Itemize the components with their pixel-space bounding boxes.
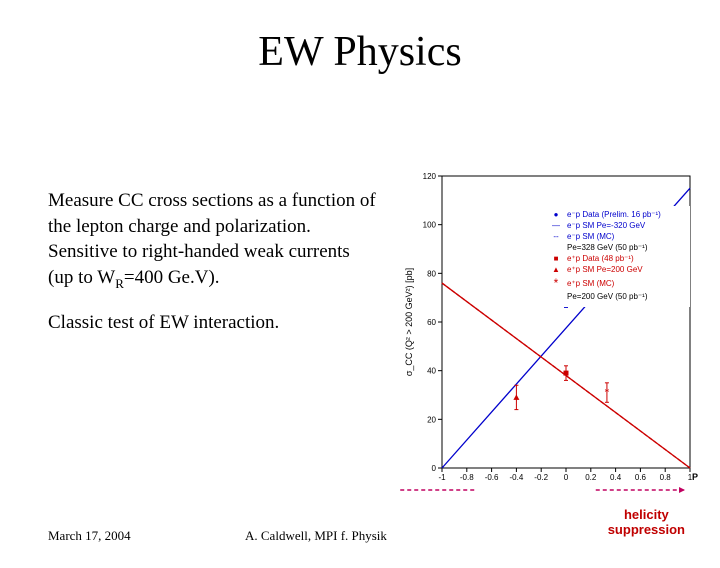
svg-text:P: P xyxy=(692,472,698,482)
svg-text:*: * xyxy=(604,388,609,399)
legend-label: Pe=328 GeV (50 pb⁻¹) xyxy=(567,243,648,252)
paragraph-1: Measure CC cross sections as a function … xyxy=(48,188,378,292)
svg-text:0: 0 xyxy=(564,473,569,482)
helicity-word2: suppression xyxy=(608,522,685,537)
legend-item: ▲ e⁺p SM Pe=200 GeV xyxy=(549,265,686,274)
svg-text:-0.6: -0.6 xyxy=(485,473,499,482)
legend-item: Pe=328 GeV (50 pb⁻¹) xyxy=(549,243,686,252)
svg-text:0.2: 0.2 xyxy=(585,473,597,482)
legend-label: e⁻p SM Pe=-320 GeV xyxy=(567,221,645,230)
legend-marker: * xyxy=(549,276,563,290)
svg-text:100: 100 xyxy=(423,221,437,230)
svg-text:20: 20 xyxy=(427,415,436,424)
svg-text:40: 40 xyxy=(427,367,436,376)
legend-label: e⁺p Data (48 pb⁻¹) xyxy=(567,254,634,263)
legend-label: e⁻p SM (MC) xyxy=(567,232,614,241)
chart-legend: ● e⁻p Data (Prelim. 16 pb⁻¹) — e⁻p SM Pe=-3… xyxy=(545,206,690,307)
para1-sub: R xyxy=(115,276,124,291)
legend-marker: ▲ xyxy=(549,265,563,274)
svg-text:0.8: 0.8 xyxy=(660,473,672,482)
svg-text:60: 60 xyxy=(427,318,436,327)
svg-text:0: 0 xyxy=(432,464,437,473)
legend-marker: ● xyxy=(549,210,563,219)
svg-text:0.6: 0.6 xyxy=(635,473,647,482)
legend-marker: -- xyxy=(549,232,563,241)
legend-label: e⁺p SM Pe=200 GeV xyxy=(567,265,643,274)
svg-text:120: 120 xyxy=(423,172,437,181)
legend-label: e⁻p Data (Prelim. 16 pb⁻¹) xyxy=(567,210,661,219)
legend-item: -- e⁻p SM (MC) xyxy=(549,232,686,241)
para1-b: =400 Ge.V). xyxy=(124,267,220,288)
legend-item: ● e⁻p Data (Prelim. 16 pb⁻¹) xyxy=(549,210,686,219)
legend-marker: — xyxy=(549,221,563,230)
legend-item: Pe=200 GeV (50 pb⁻¹) xyxy=(549,292,686,301)
body-text: Measure CC cross sections as a function … xyxy=(48,188,378,336)
svg-text:-0.4: -0.4 xyxy=(510,473,524,482)
legend-item: ■ e⁺p Data (48 pb⁻¹) xyxy=(549,254,686,263)
page-title: EW Physics xyxy=(0,28,720,76)
legend-label: e⁺p SM (MC) xyxy=(567,279,614,288)
svg-text:0.4: 0.4 xyxy=(610,473,622,482)
paragraph-2: Classic test of EW interaction. xyxy=(48,310,378,336)
legend-marker: ■ xyxy=(549,254,563,263)
legend-item: * e⁺p SM (MC) xyxy=(549,276,686,290)
footer-author: A. Caldwell, MPI f. Physik xyxy=(245,528,387,544)
legend-label: Pe=200 GeV (50 pb⁻¹) xyxy=(567,292,648,301)
svg-text:-0.2: -0.2 xyxy=(534,473,548,482)
svg-text:80: 80 xyxy=(427,269,436,278)
svg-text:σ_CC (Q² > 200 GeV²) [pb]: σ_CC (Q² > 200 GeV²) [pb] xyxy=(404,268,414,376)
footer-date: March 17, 2004 xyxy=(48,528,131,544)
svg-text:-0.8: -0.8 xyxy=(460,473,474,482)
svg-text:-1: -1 xyxy=(438,473,446,482)
helicity-suppression-label: helicity suppression xyxy=(608,507,685,538)
helicity-word1: helicity xyxy=(624,507,669,522)
legend-item: — e⁻p SM Pe=-320 GeV xyxy=(549,221,686,230)
